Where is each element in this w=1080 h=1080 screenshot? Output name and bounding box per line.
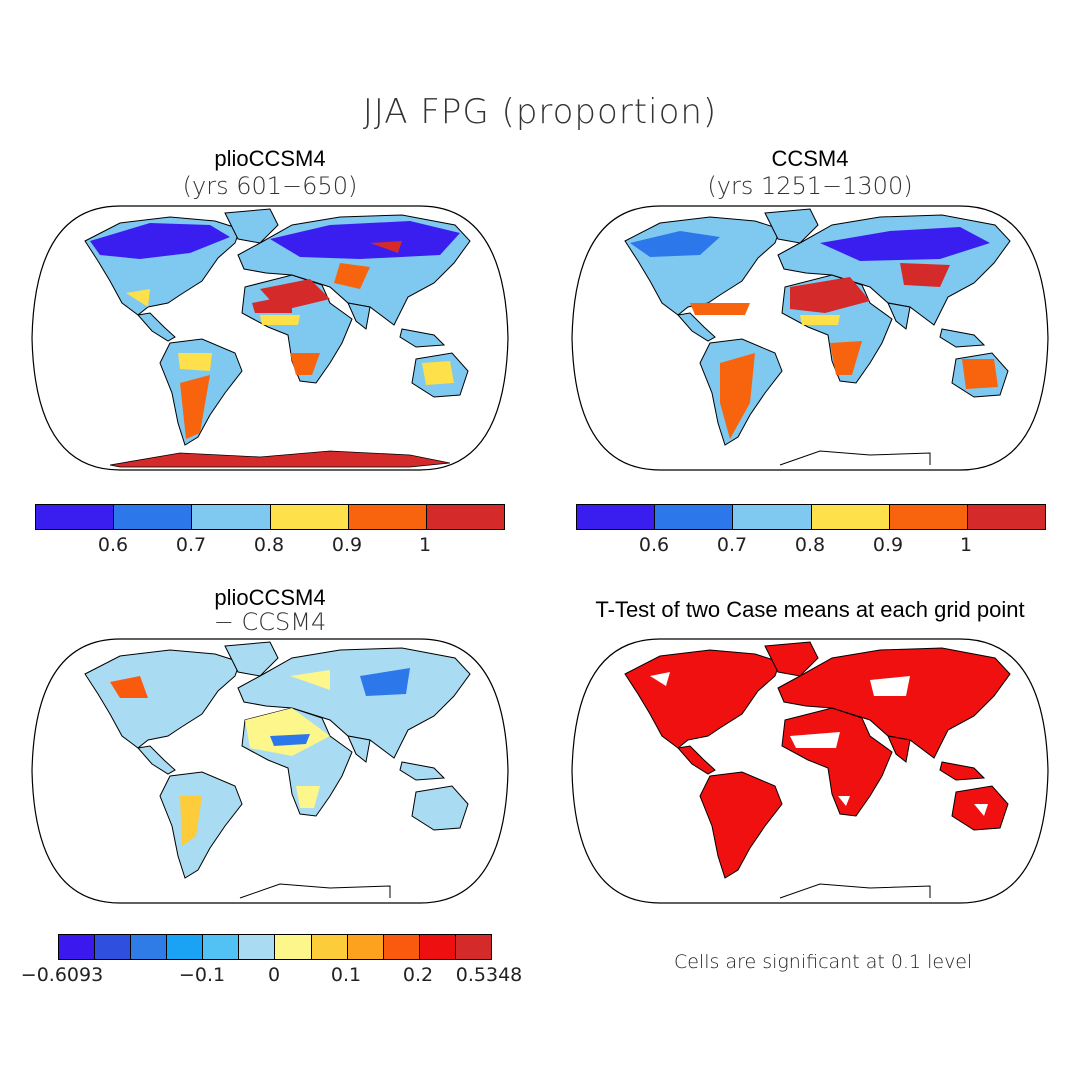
antarctica-pliocene: [109, 450, 451, 468]
colorbar-swatch: [270, 505, 349, 529]
colorbar-swatch: [455, 935, 491, 959]
colorbar-tick: 0.9: [872, 534, 904, 556]
land-fill-pliocene: [84, 208, 471, 446]
colorbar-tick: 0.5348: [455, 964, 523, 986]
colorbar-tick: 0.1: [330, 964, 362, 986]
colorbar-tick: −0.6093: [20, 964, 104, 986]
panel-title-control: CCSM4: [771, 146, 849, 171]
colorbar-swatch: [419, 935, 456, 959]
land-fill-difference: [84, 641, 471, 879]
colorbar-tick: −0.1: [178, 964, 226, 986]
colorbar-swatch: [59, 935, 96, 959]
colorbar-swatch: [167, 935, 204, 959]
map-pliocene: [31, 205, 509, 471]
panel-subtitle-difference: − CCSM4: [213, 608, 327, 636]
antarctica-ttest: [779, 883, 931, 899]
colorbar-tick: 0.6: [97, 534, 129, 556]
colorbar-swatch: [655, 505, 734, 529]
ttest-note: Cells are significant at 0.1 level: [674, 951, 973, 973]
colorbar-swatch: [95, 935, 132, 959]
colorbar-swatch: [275, 935, 312, 959]
colorbar-swatch: [733, 505, 812, 529]
colorbar-swatch: [131, 935, 168, 959]
colorbar-swatch: [383, 935, 420, 959]
colorbar-tick: 0: [267, 964, 281, 986]
panel-title-ttest: T-Test of two Case means at each grid po…: [595, 597, 1025, 622]
colorbar-tick: 1: [959, 534, 973, 556]
colorbar-swatch: [203, 935, 240, 959]
colorbar-tick: 1: [418, 534, 432, 556]
colorbar-swatch: [426, 505, 505, 529]
colorbar-tick: 0.7: [716, 534, 748, 556]
colorbar-swatch: [114, 505, 193, 529]
colorbar-swatch: [36, 505, 115, 529]
panel-title-pliocene: plioCCSM4: [214, 146, 326, 171]
colorbar-swatch: [239, 935, 276, 959]
colorbar-swatch: [348, 505, 427, 529]
land-fill-ttest: [624, 641, 1011, 879]
panel-subtitle-pliocene: (yrs 601−650): [182, 172, 358, 200]
colorbar-swatch: [311, 935, 348, 959]
map-ttest: [571, 638, 1049, 904]
antarctica-control: [779, 450, 931, 466]
colorbar-tick: 0.6: [638, 534, 670, 556]
colorbar-swatch: [811, 505, 890, 529]
colorbar-tick: 0.2: [402, 964, 434, 986]
map-control: [571, 205, 1049, 471]
colorbar-tick: 0.8: [253, 534, 285, 556]
colorbar-tick: 0.9: [331, 534, 363, 556]
figure-title: JJA FPG (proportion): [362, 92, 718, 132]
panel-subtitle-control: (yrs 1251−1300): [707, 172, 913, 200]
colorbar-swatch: [192, 505, 271, 529]
colorbar-swatch: [889, 505, 968, 529]
colorbar-tick: 0.7: [175, 534, 207, 556]
panel-title-difference: plioCCSM4: [214, 585, 326, 610]
colorbar-difference: [58, 934, 492, 960]
colorbar-pliocene: [35, 504, 505, 530]
colorbar-swatch: [347, 935, 384, 959]
colorbar-swatch: [967, 505, 1046, 529]
colorbar-tick: 0.8: [794, 534, 826, 556]
land-fill-control: [624, 208, 1011, 446]
colorbar-control: [576, 504, 1046, 530]
antarctica-difference: [239, 883, 391, 899]
map-difference: [31, 638, 509, 904]
colorbar-swatch: [577, 505, 656, 529]
